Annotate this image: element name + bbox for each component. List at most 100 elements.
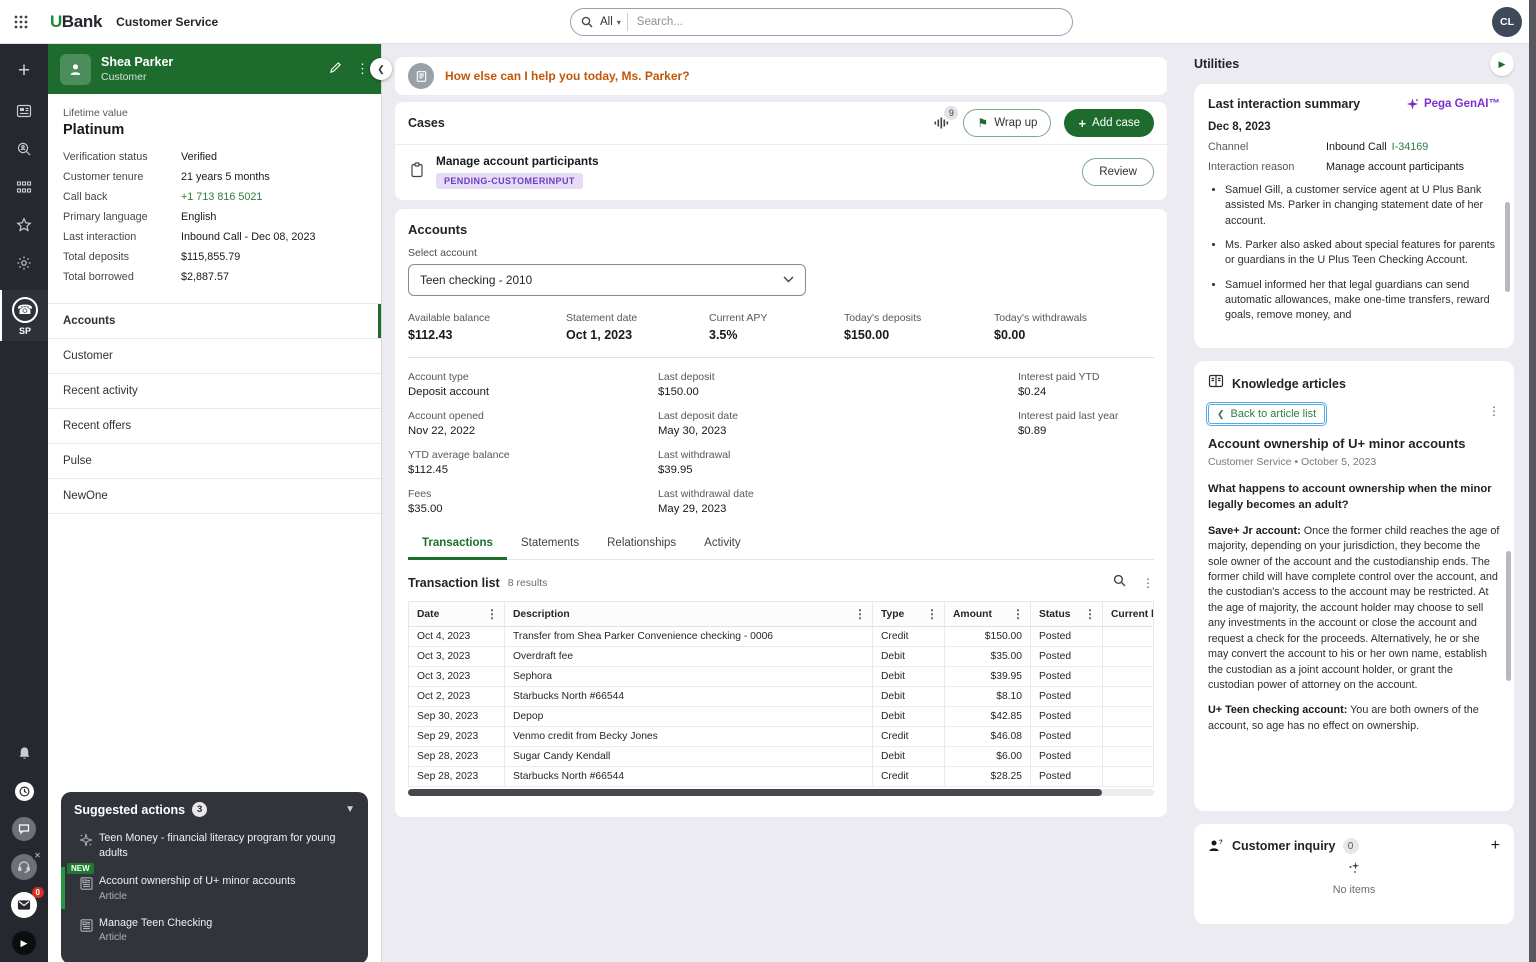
table-row[interactable]: Sep 29, 2023Venmo credit from Becky Jone…	[409, 727, 1154, 747]
chat-icon[interactable]	[0, 810, 48, 848]
interaction-date: Dec 8, 2023	[1208, 121, 1500, 133]
column-menu-kebab-icon[interactable]: ⋮	[854, 607, 866, 621]
nav-item-newone[interactable]: NewOne	[48, 479, 381, 514]
account-tabs: Transactions Statements Relationships Ac…	[408, 530, 1154, 560]
field-row: Total deposits$115,855.79	[63, 251, 366, 263]
nav-item-pulse[interactable]: Pulse	[48, 444, 381, 479]
nav-item-customer[interactable]: Customer	[48, 339, 381, 374]
nav-item-accounts[interactable]: Accounts	[48, 304, 381, 339]
settings-gear-icon[interactable]	[0, 244, 48, 282]
table-search-icon[interactable]	[1113, 574, 1126, 592]
search-divider	[627, 13, 628, 31]
table-row[interactable]: Oct 3, 2023SephoraDebit$39.95Posted	[409, 667, 1154, 687]
table-row[interactable]: Oct 2, 2023Starbucks North #66544Debit$8…	[409, 687, 1154, 707]
search-input[interactable]: Search...	[637, 16, 683, 28]
customer-inquiry-card: ? Customer inquiry 0 + No items	[1194, 824, 1514, 924]
app-title: Customer Service	[116, 15, 218, 29]
edit-pencil-icon[interactable]	[329, 61, 342, 77]
back-to-article-list-button[interactable]: ❮ Back to article list	[1208, 404, 1325, 424]
utilities-expand-button[interactable]: ▶	[1490, 52, 1514, 76]
article-scrollbar[interactable]	[1506, 551, 1511, 681]
table-row[interactable]: Sep 28, 2023Sugar Candy KendallDebit$6.0…	[409, 747, 1154, 767]
column-menu-kebab-icon[interactable]: ⋮	[1084, 607, 1096, 621]
interaction-id-link[interactable]: I-34169	[1392, 141, 1429, 153]
suggested-actions-card: Suggested actions 3 ▼ Teen Money - finan…	[61, 792, 368, 962]
voice-count-badge: 9	[944, 106, 958, 120]
account-select-dropdown[interactable]: Teen checking - 2010	[408, 264, 806, 296]
suggested-item-teen-money[interactable]: Teen Money - financial literacy program …	[61, 824, 368, 867]
search-scope-dropdown[interactable]: All▾	[600, 16, 621, 28]
customer-menu-kebab-icon[interactable]: ⋮	[356, 61, 369, 77]
customer-nav: Accounts Customer Recent activity Recent…	[48, 303, 381, 514]
nav-item-recent-activity[interactable]: Recent activity	[48, 374, 381, 409]
headset-x-badge: ✕	[32, 850, 43, 861]
queues-icon[interactable]	[0, 168, 48, 206]
field-row: Primary languageEnglish	[63, 211, 366, 223]
top-bar: UBank Customer Service All▾ Search... CL	[0, 0, 1536, 44]
nav-item-recent-offers[interactable]: Recent offers	[48, 409, 381, 444]
left-icon-rail: + ☎ SP ✕ 0	[0, 44, 48, 962]
add-case-button[interactable]: + Add case	[1064, 109, 1154, 137]
field-row: Last interactionInbound Call - Dec 08, 2…	[63, 231, 366, 243]
chevron-down-icon[interactable]: ▼	[345, 804, 355, 815]
table-row[interactable]: Oct 4, 2023Transfer from Shea Parker Con…	[409, 627, 1154, 647]
callback-phone-link[interactable]: +1 713 816 5021	[181, 191, 262, 203]
account-stats: Available balance$112.43 Statement dateO…	[408, 312, 1154, 342]
suggested-item-account-ownership[interactable]: NEW Account ownership of U+ minor accoun…	[61, 867, 368, 909]
tab-activity[interactable]: Activity	[690, 530, 754, 559]
column-menu-kebab-icon[interactable]: ⋮	[926, 607, 938, 621]
bank-logo-u: U	[50, 12, 62, 32]
news-icon[interactable]	[0, 92, 48, 130]
new-badge: NEW	[67, 863, 94, 874]
interaction-summary-bullets: Samuel Gill, a customer service agent at…	[1208, 183, 1500, 335]
pega-genai-label: Pega GenAI™	[1406, 98, 1500, 111]
bank-logo-text: Bank	[62, 12, 102, 32]
accounts-title: Accounts	[408, 222, 1154, 237]
customer-panel: Shea Parker Customer ⋮ ❮ Lifetime value …	[48, 44, 382, 962]
review-button[interactable]: Review	[1082, 158, 1154, 186]
favorites-icon[interactable]	[0, 206, 48, 244]
collapse-panel-button[interactable]: ❮	[370, 58, 392, 80]
column-menu-kebab-icon[interactable]: ⋮	[486, 607, 498, 621]
account-details-grid: Account typeDeposit account Last deposit…	[408, 371, 1154, 515]
history-clock-icon[interactable]	[0, 772, 48, 810]
expand-play-button[interactable]: ▶	[0, 924, 48, 962]
new-item-button[interactable]: +	[0, 52, 48, 90]
table-menu-kebab-icon[interactable]: ⋮	[1142, 576, 1154, 590]
voice-activity-icon[interactable]: 9	[934, 116, 950, 130]
notifications-bell-icon[interactable]	[0, 734, 48, 772]
column-menu-kebab-icon[interactable]: ⋮	[1012, 607, 1024, 621]
table-row[interactable]: Sep 30, 2023DepopDebit$42.85Posted	[409, 707, 1154, 727]
mail-count-badge: 0	[32, 887, 44, 898]
transaction-list-header: Transaction list 8 results ⋮	[408, 574, 1154, 592]
tab-relationships[interactable]: Relationships	[593, 530, 690, 559]
inquiry-empty-state: No items	[1208, 861, 1500, 896]
customer-inquiry-icon: ?	[1208, 839, 1224, 853]
tab-statements[interactable]: Statements	[507, 530, 593, 559]
article-icon	[73, 874, 99, 902]
table-horizontal-scrollbar[interactable]	[408, 789, 1154, 796]
summary-scrollbar[interactable]	[1505, 202, 1510, 292]
suggested-item-manage-teen-checking[interactable]: Manage Teen Checking Article	[61, 909, 368, 951]
article-menu-kebab-icon[interactable]: ⋮	[1488, 404, 1500, 418]
global-search[interactable]: All▾ Search...	[570, 8, 1073, 36]
customer-search-icon[interactable]	[0, 130, 48, 168]
app-launcher-icon[interactable]	[14, 15, 28, 29]
table-row[interactable]: Sep 28, 2023Starbucks North #66544Credit…	[409, 767, 1154, 787]
active-call-panel[interactable]: ☎ SP	[0, 290, 48, 341]
headset-offline-icon[interactable]: ✕	[0, 848, 48, 886]
field-row: Verification statusVerified	[63, 151, 366, 163]
wrap-up-button[interactable]: ⚑ Wrap up	[963, 109, 1051, 137]
chevron-left-icon: ❮	[1217, 409, 1225, 420]
table-row[interactable]: Oct 3, 2023Overdraft feeDebit$35.00Poste…	[409, 647, 1154, 667]
page-scrollbar[interactable]	[1529, 0, 1536, 962]
add-inquiry-button[interactable]: +	[1491, 837, 1500, 855]
chevron-down-icon	[783, 275, 794, 286]
lifetime-value-label: Lifetime value	[63, 107, 366, 119]
user-avatar[interactable]: CL	[1492, 7, 1522, 37]
mail-icon[interactable]: 0	[0, 886, 48, 924]
tab-transactions[interactable]: Transactions	[408, 530, 507, 560]
knowledge-book-icon	[1208, 374, 1224, 393]
case-row[interactable]: Manage account participants PENDING-CUST…	[395, 145, 1167, 200]
suggested-actions-title: Suggested actions	[74, 803, 185, 817]
